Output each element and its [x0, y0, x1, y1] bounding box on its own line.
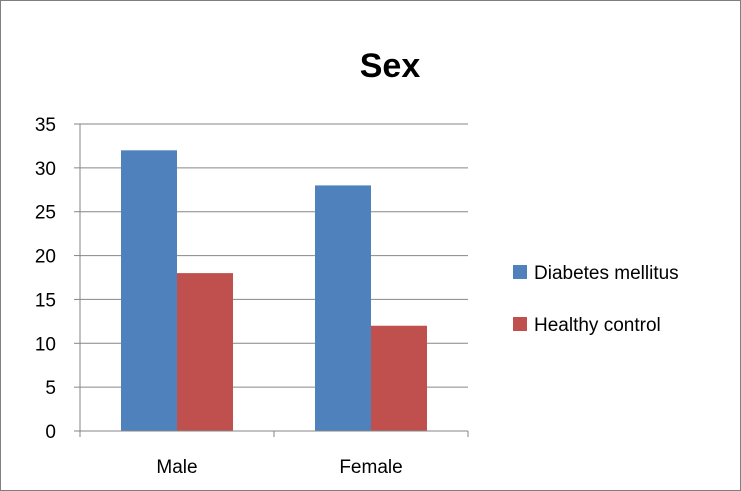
legend-swatch: [513, 317, 527, 331]
legend-swatch: [513, 265, 527, 279]
y-tick-label: 5: [45, 378, 56, 399]
bars: [121, 150, 427, 432]
bar-healthy-control-female: [371, 325, 427, 431]
y-tick-labels: 0 5 10 15 20 25 30 35: [35, 115, 56, 443]
bar-diabetes-mellitus-male: [121, 150, 177, 432]
bar-healthy-control-male: [177, 273, 233, 431]
y-tick-label: 35: [35, 115, 56, 136]
y-tick-label: 15: [35, 290, 56, 311]
y-tick-label: 25: [35, 203, 56, 224]
x-tick-labels: Male Female: [156, 457, 402, 478]
chart-title: Sex: [360, 47, 421, 85]
axes: [74, 123, 469, 437]
legend: Diabetes mellitus Healthy control: [513, 263, 679, 336]
x-tick-label: Female: [339, 457, 402, 478]
legend-label: Diabetes mellitus: [534, 263, 679, 284]
y-tick-label: 20: [35, 247, 56, 268]
bar-diabetes-mellitus-female: [315, 185, 371, 431]
x-tick-label: Male: [156, 457, 197, 478]
y-tick-label: 30: [35, 159, 56, 180]
legend-label: Healthy control: [534, 315, 661, 336]
y-tick-label: 10: [35, 334, 56, 355]
y-tick-label: 0: [45, 422, 56, 443]
